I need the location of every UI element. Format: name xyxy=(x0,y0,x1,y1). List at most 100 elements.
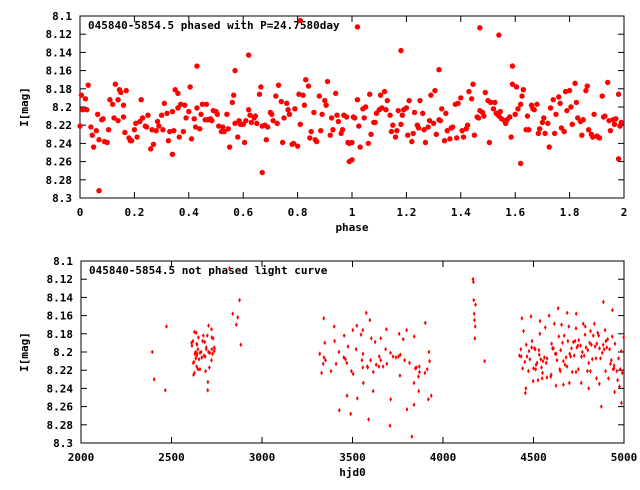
phased-data-point xyxy=(93,127,100,134)
phased-data-point xyxy=(279,139,286,146)
unphased-data-point xyxy=(324,357,327,363)
phased-data-point xyxy=(292,106,298,112)
phased-data-point xyxy=(199,101,206,107)
unphased-data-point xyxy=(619,348,623,354)
unphased-data-point xyxy=(193,370,196,376)
phased-data-point xyxy=(209,117,215,124)
unphased-data-point xyxy=(345,393,349,399)
phased-data-point xyxy=(346,158,352,165)
phased-ytick-label: 8.24 xyxy=(46,137,73,150)
phased-data-point xyxy=(417,97,423,104)
phased-data-point xyxy=(432,87,438,94)
phased-data-point xyxy=(176,134,182,140)
phased-data-point xyxy=(604,79,611,86)
unphased-data-point xyxy=(379,335,383,341)
unphased-data-point xyxy=(371,369,375,375)
unphased-data-point xyxy=(595,341,599,347)
unphased-data-point xyxy=(531,378,535,384)
unphased-data-point xyxy=(405,327,409,333)
phased-data-point xyxy=(169,151,176,158)
phased-data-point xyxy=(428,92,434,98)
phased-data-point xyxy=(196,126,203,132)
unphased-data-point xyxy=(524,342,528,348)
phased-data-point xyxy=(281,115,287,121)
unphased-data-point xyxy=(381,364,385,369)
unphased-data-point xyxy=(239,342,243,348)
phased-xtick-label: 0 xyxy=(77,206,84,219)
phased-ytick-label: 8.22 xyxy=(46,119,73,132)
phased-data-point xyxy=(256,91,263,97)
phased-data-point xyxy=(365,140,372,147)
unphased-data-point xyxy=(583,332,587,338)
unphased-data-point xyxy=(193,329,196,335)
unphased-data-point xyxy=(574,311,578,317)
phased-data-point xyxy=(229,99,236,106)
phased-data-point xyxy=(285,107,291,113)
phased-data-point xyxy=(444,127,450,134)
phased-data-point xyxy=(611,121,618,127)
phased-data-point xyxy=(323,102,329,108)
phased-xtick-label: 0.2 xyxy=(124,206,144,219)
unphased-data-point xyxy=(323,340,327,346)
phased-data-point xyxy=(398,121,404,127)
unphased-data-point xyxy=(567,380,571,386)
phased-data-point xyxy=(436,66,442,73)
unphased-data-point xyxy=(618,366,622,372)
phased-y-axis-label: I[mag] xyxy=(18,87,31,127)
phased-data-point xyxy=(497,108,503,115)
unphased-data-point xyxy=(564,355,568,360)
unphased-data-point xyxy=(529,314,533,319)
phased-data-point xyxy=(294,143,301,149)
phased-data-point xyxy=(303,77,309,83)
phased-data-point xyxy=(481,113,487,119)
unphased-data-point xyxy=(622,335,626,340)
unphased-data-point xyxy=(522,328,525,334)
unphased-data-point xyxy=(590,342,593,348)
unphased-data-point xyxy=(537,352,541,358)
phased-data-point xyxy=(557,100,563,107)
unphased-xtick-label: 4000 xyxy=(430,451,457,464)
phased-data-point xyxy=(177,101,184,107)
phased-data-point xyxy=(388,128,395,135)
unphased-data-point xyxy=(583,324,587,329)
phased-data-point xyxy=(116,87,123,93)
phased-data-point xyxy=(343,114,350,120)
phased-data-point xyxy=(187,84,193,90)
phased-data-point xyxy=(460,134,467,140)
phased-data-point xyxy=(252,113,259,119)
unphased-data-point xyxy=(590,356,594,362)
unphased-data-point xyxy=(607,375,610,381)
unphased-data-point xyxy=(427,349,431,355)
unphased-data-point xyxy=(587,386,591,391)
phased-data-point xyxy=(454,135,460,141)
phased-data-point xyxy=(273,93,279,99)
phased-data-point xyxy=(411,109,418,116)
unphased-y-axis-label: I[mag] xyxy=(18,332,31,372)
unphased-data-point xyxy=(567,324,571,329)
unphased-data-point xyxy=(574,325,578,331)
unphased-data-point xyxy=(579,380,583,386)
unphased-data-point xyxy=(584,345,588,350)
phased-data-point xyxy=(312,137,318,143)
unphased-data-point xyxy=(231,311,235,317)
phased-data-point xyxy=(171,127,177,134)
unphased-data-point xyxy=(195,350,198,356)
phased-data-point xyxy=(471,132,478,138)
unphased-data-point xyxy=(428,358,432,364)
phased-data-point xyxy=(300,92,306,98)
unphased-data-point xyxy=(207,323,211,329)
unphased-data-point xyxy=(318,351,322,357)
phased-data-point xyxy=(513,84,520,90)
phased-data-point xyxy=(334,112,340,118)
unphased-data-point xyxy=(206,387,210,393)
phased-data-point xyxy=(379,105,385,111)
unphased-data-point xyxy=(473,324,477,329)
phased-data-point xyxy=(318,127,324,134)
phased-x-axis-label: phase xyxy=(335,221,368,234)
phased-data-point xyxy=(466,88,472,95)
phased-data-point xyxy=(368,131,374,137)
unphased-data-point xyxy=(577,337,581,343)
phased-data-point xyxy=(455,100,461,107)
unphased-data-point xyxy=(602,346,606,352)
unphased-data-point xyxy=(398,373,402,379)
